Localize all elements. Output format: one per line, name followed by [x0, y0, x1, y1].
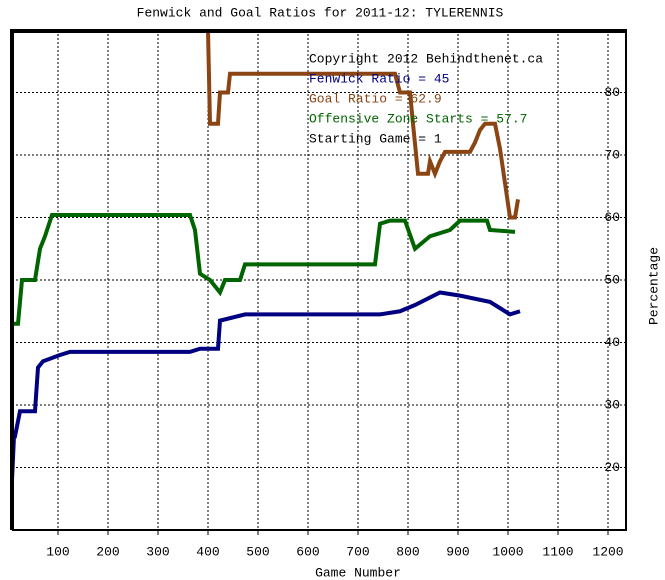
- x-tick-label: 800: [396, 544, 419, 559]
- x-tick-label: 400: [196, 544, 219, 559]
- y-tick-label: 70: [604, 147, 620, 162]
- y-tick-label: 60: [604, 210, 620, 225]
- x-tick-label: 100: [46, 544, 69, 559]
- x-tick-label: 300: [146, 544, 169, 559]
- y-tick-label: 50: [604, 272, 620, 287]
- annotation: Copyright 2012 Behindthenet.ca: [309, 51, 543, 66]
- x-tick-label: 1100: [542, 544, 573, 559]
- annotations: Copyright 2012 Behindthenet.ca Fenwick Ra…: [309, 51, 543, 146]
- x-tick-label: 1000: [492, 544, 523, 559]
- y-axis-label: Percentage: [646, 247, 661, 325]
- annotation: Fenwick Ratio = 45: [309, 71, 449, 86]
- y-tick-label: 30: [604, 397, 620, 412]
- x-tick-label: 500: [246, 544, 269, 559]
- x-tick-label: 700: [346, 544, 369, 559]
- series-line: [206, 30, 520, 220]
- series-line: [12, 213, 516, 326]
- annotation: Goal Ratio = 62.9: [309, 91, 442, 106]
- x-tick-label: 200: [96, 544, 119, 559]
- y-tick-label: 40: [604, 335, 620, 350]
- chart-title: Fenwick and Goal Ratios for 2011-12: TYL…: [137, 5, 504, 20]
- y-tick-label: 80: [604, 85, 620, 100]
- plot-lines: [12, 30, 521, 481]
- annotation: Starting Game = 1: [309, 131, 442, 146]
- annotation: Offensive Zone Starts = 57.7: [309, 111, 527, 126]
- x-axis-label: Game Number: [315, 565, 401, 580]
- y-tick-label: 20: [604, 460, 620, 475]
- x-tick-label: 1200: [592, 544, 623, 559]
- x-tick-label: 600: [296, 544, 319, 559]
- series-line: [12, 290, 521, 481]
- x-tick-label: 900: [446, 544, 469, 559]
